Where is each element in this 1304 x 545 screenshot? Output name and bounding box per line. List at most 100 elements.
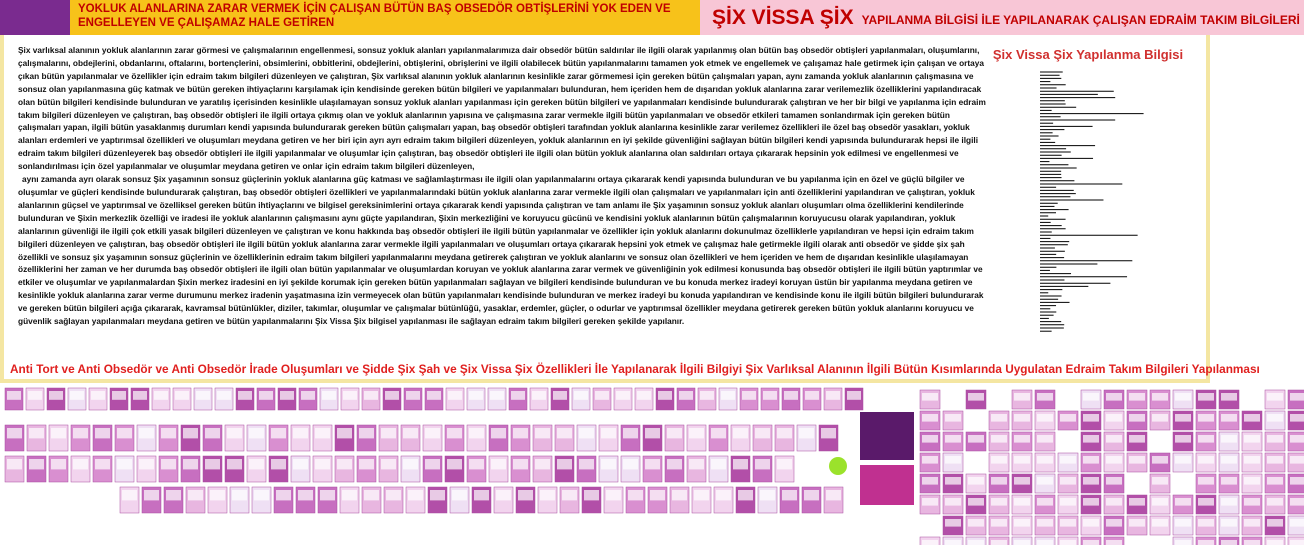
thumbnail-inner (945, 498, 961, 506)
thumbnail-inner (1083, 498, 1099, 506)
thumbnail-inner (1014, 435, 1030, 443)
sidebar-title: Şix Vissa Şix Yapılanma Bilgisi (992, 47, 1184, 62)
thumbnail-inner (1221, 477, 1237, 485)
thumbnail-inner (518, 490, 533, 501)
thumbnail-inner (1198, 477, 1214, 485)
thumbnail-inner (1290, 435, 1304, 443)
thumbnail-inner (117, 459, 132, 470)
thumbnail-inner (616, 391, 630, 400)
thumbnail-inner (535, 459, 550, 470)
thumbnail-inner (293, 428, 308, 439)
thumbnail-inner (1106, 519, 1122, 527)
paragraph: Şix varlıksal alanının yokluk alanlarını… (18, 45, 986, 172)
thumbnail-inner (922, 414, 938, 422)
thumbnail-inner (73, 428, 88, 439)
thumbnail-inner (945, 519, 961, 527)
thumbnail-inner (1152, 519, 1168, 527)
body-text: Şix varlıksal alanının yokluk alanlarını… (18, 44, 986, 328)
thumbnail-inner (51, 459, 66, 470)
thumbnail-inner (7, 428, 22, 439)
thumbnail-inner (968, 519, 984, 527)
thumbnail-inner (755, 459, 770, 470)
thumbnail-inner (322, 391, 336, 400)
thumbnail-inner (1129, 456, 1145, 464)
thumbnail-inner (1221, 435, 1237, 443)
thumbnail-inner (293, 459, 308, 470)
thumbnail-inner (183, 459, 198, 470)
thumbnail-inner (733, 459, 748, 470)
thumbnail-inner (1106, 477, 1122, 485)
thumbnail-inner (1037, 435, 1053, 443)
thumbnail-inner (1290, 456, 1304, 464)
thumbnail-inner (804, 490, 819, 501)
thumbnail-inner (1014, 519, 1030, 527)
thumbnail-inner (777, 459, 792, 470)
thumbnail-inner (95, 428, 110, 439)
smiley (829, 457, 847, 475)
paragraph: aynı zamanda ayrı olarak sonsuz Şix yaşa… (18, 174, 984, 327)
thumbnail-inner (403, 428, 418, 439)
thumbnail-inner (238, 391, 252, 400)
thumbnail-inner (1106, 435, 1122, 443)
thumbnail-inner (595, 391, 609, 400)
thumbnail-inner (249, 459, 264, 470)
thumbnail-inner (1037, 477, 1053, 485)
thumbnail-inner (628, 490, 643, 501)
thumbnail-inner (227, 459, 242, 470)
thumbnail-inner (945, 435, 961, 443)
thumbnail-inner (777, 428, 792, 439)
thumbnail-inner (733, 428, 748, 439)
header-big-title: ŞİX VİSSA ŞİX (712, 6, 854, 29)
thumbnail-inner (1014, 540, 1030, 545)
thumbnail-inner (210, 490, 225, 501)
thumbnail-inner (1037, 393, 1053, 401)
thumbnail-inner (1083, 477, 1099, 485)
thumbnail-inner (1152, 414, 1168, 422)
thumbnail-inner (1198, 414, 1214, 422)
thumbnail-inner (408, 490, 423, 501)
thumbnail-inner (425, 459, 440, 470)
thumbnail-inner (945, 540, 961, 545)
header-left-title: YOKLUK ALANLARINA ZARAR VERMEK İÇİN ÇALI… (70, 0, 700, 35)
thumbnail-inner (1198, 519, 1214, 527)
thumbnail-inner (1175, 498, 1191, 506)
thumbnail-inner (1175, 456, 1191, 464)
thumbnail-inner (637, 391, 651, 400)
thumbnail-inner (447, 428, 462, 439)
thumbnail-inner (144, 490, 159, 501)
thumbnail-inner (1060, 414, 1076, 422)
thumbnail-inner (922, 456, 938, 464)
thumbnail-inner (249, 428, 264, 439)
thumbnail-inner (1221, 414, 1237, 422)
thumbnail-inner (447, 459, 462, 470)
thumbnail-inner (29, 459, 44, 470)
header-icons (0, 0, 70, 35)
thumbnail-inner (782, 490, 797, 501)
thumbnail-inner (922, 498, 938, 506)
thumbnail-inner (1221, 498, 1237, 506)
thumbnail-inner (1060, 477, 1076, 485)
thumbnail-inner (1037, 540, 1053, 545)
thumbnail-inner (381, 459, 396, 470)
thumbnail-inner (1037, 498, 1053, 506)
thumbnail-inner (513, 459, 528, 470)
thumbnail-inner (448, 391, 462, 400)
thumbnail-inner (1014, 414, 1030, 422)
thumbnail-inner (1175, 393, 1191, 401)
thumbnail-inner (645, 428, 660, 439)
thumbnail-inner (1037, 456, 1053, 464)
thumbnail-inner (1267, 456, 1283, 464)
thumbnail-inner (557, 459, 572, 470)
thumbnail-inner (1037, 414, 1053, 422)
thumbnail-inner (1198, 498, 1214, 506)
thumbnail-inner (205, 459, 220, 470)
thumbnail-inner (271, 428, 286, 439)
thumbnail-inner (1244, 414, 1260, 422)
thumbnail-inner (540, 490, 555, 501)
thumbnail-inner (1267, 519, 1283, 527)
thumbnail-inner (1060, 456, 1076, 464)
thumbnail-inner (1244, 435, 1260, 443)
thumbnail-inner (1106, 498, 1122, 506)
